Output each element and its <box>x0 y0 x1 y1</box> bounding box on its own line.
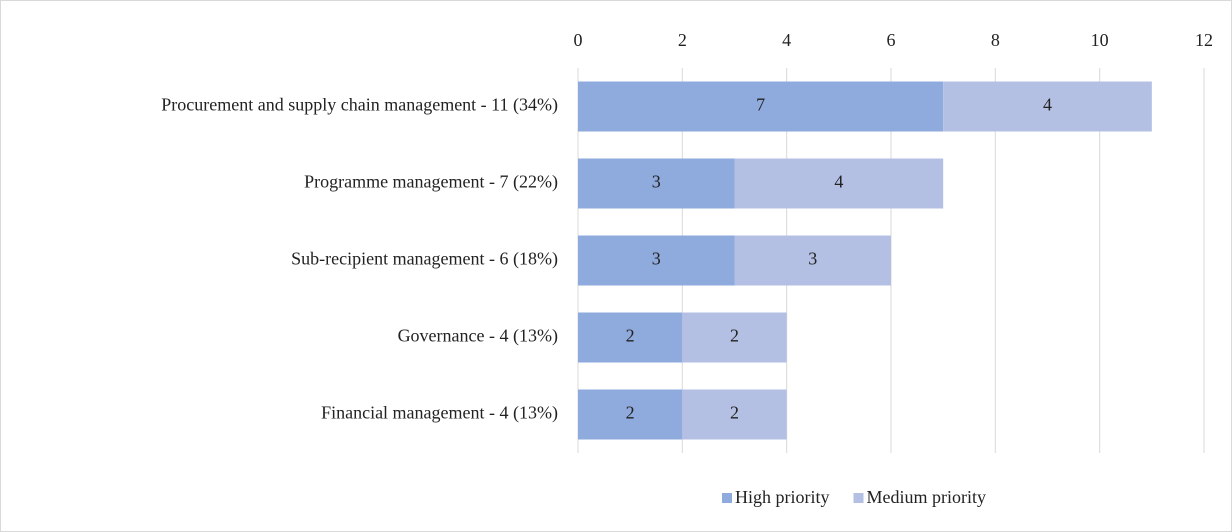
data-label: 2 <box>626 403 635 423</box>
y-tick-label: Programme management - 7 (22%) <box>304 172 558 193</box>
x-tick-label: 8 <box>991 30 1000 50</box>
bar-segment <box>682 312 787 363</box>
legend-swatch <box>853 493 864 503</box>
x-tick-label: 10 <box>1091 30 1109 50</box>
x-tick-label: 4 <box>782 30 791 50</box>
data-label: 4 <box>834 172 843 192</box>
bar-segment <box>578 81 944 132</box>
x-tick-label: 6 <box>887 30 896 50</box>
bar-segment <box>578 158 735 209</box>
data-label: 3 <box>652 249 661 269</box>
data-label: 2 <box>730 326 739 346</box>
bar-segment <box>578 235 735 286</box>
x-tick-label: 0 <box>574 30 583 50</box>
legend-label: High priority <box>735 487 830 507</box>
legend-label: Medium priority <box>867 487 987 507</box>
data-label: 3 <box>808 249 817 269</box>
bar-segment <box>734 235 891 286</box>
bar-segment <box>943 81 1152 132</box>
y-tick-label: Sub-recipient management - 6 (18%) <box>291 249 558 270</box>
data-label: 7 <box>756 95 765 115</box>
y-tick-label: Financial management - 4 (13%) <box>321 403 558 424</box>
data-label: 4 <box>1043 95 1052 115</box>
y-tick-label: Procurement and supply chain management … <box>161 95 558 116</box>
bar-segment <box>578 389 683 440</box>
data-label: 3 <box>652 172 661 192</box>
data-label: 2 <box>626 326 635 346</box>
x-tick-label: 12 <box>1195 30 1213 50</box>
bar-segment <box>734 158 944 209</box>
y-tick-label: Governance - 4 (13%) <box>398 326 558 347</box>
data-label: 2 <box>730 403 739 423</box>
x-tick-label: 2 <box>678 30 687 50</box>
legend-swatch <box>722 493 732 503</box>
bar-segment <box>578 312 683 363</box>
bar-segment <box>682 389 787 440</box>
